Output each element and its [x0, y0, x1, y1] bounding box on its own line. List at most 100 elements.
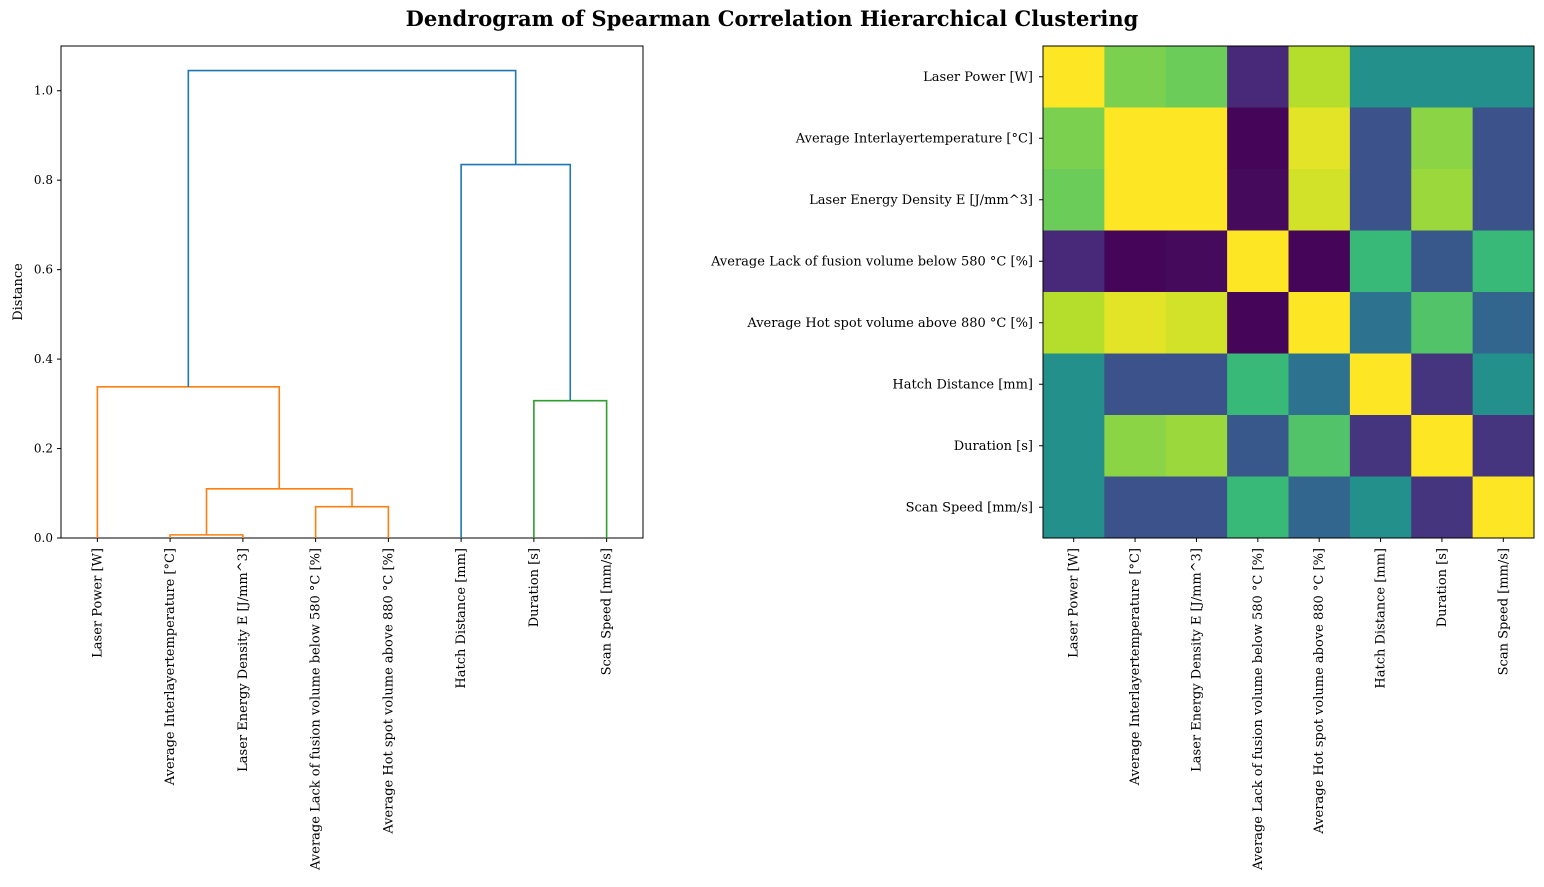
heatmap-cell-r7-c5	[1349, 476, 1412, 539]
heatmap-cell-r2-c4	[1288, 169, 1351, 231]
heatmap-axes-frame	[1042, 45, 1535, 539]
link-lackfusion-hotspot	[314, 505, 390, 538]
heatmap-cell-r7-c0	[1043, 476, 1105, 539]
heatmap-cell-r2-c3	[1227, 169, 1289, 231]
heatmap-cell-r0-c7	[1472, 46, 1535, 108]
row-label-average-hot-spot-volume-above-880-c: Average Hot spot volume above 880 °C [%]	[746, 316, 1033, 331]
heatmap-cell-r7-c6	[1411, 476, 1474, 539]
link-duration-scanspeed	[533, 399, 608, 538]
heatmap-cell-r6-c0	[1043, 415, 1105, 477]
heatmap-cell-r3-c7	[1472, 230, 1535, 293]
col-label-average-interlayertemperature-c: Average Interlayertemperature [°C]	[1128, 548, 1143, 786]
heatmap-cell-r6-c2	[1165, 415, 1228, 477]
heatmap-cell-r4-c2	[1165, 292, 1228, 354]
heatmap-cell-r1-c2	[1165, 107, 1228, 170]
heatmap-cell-r4-c5	[1349, 292, 1412, 354]
heatmap-cell-r0-c6	[1411, 46, 1474, 108]
heatmap-cell-r0-c0	[1043, 46, 1105, 108]
heatmap-cell-r4-c3	[1227, 292, 1289, 354]
heatmap-cell-r6-c1	[1104, 415, 1167, 477]
y-axis-label: Distance	[11, 263, 26, 321]
heatmap-cell-r6-c5	[1349, 415, 1412, 477]
leaf-label-average-lack-of-fusion-volume-below-580-c: Average Lack of fusion volume below 580 …	[309, 548, 324, 871]
dendrogram-axes-frame	[60, 45, 644, 539]
heatmap-cell-r3-c3	[1227, 230, 1289, 293]
heatmap-cell-r1-c0	[1043, 107, 1105, 170]
heatmap-cell-r1-c3	[1227, 107, 1289, 170]
heatmap-cell-r2-c6	[1411, 169, 1474, 231]
row-label-laser-power-w: Laser Power [W]	[923, 70, 1033, 85]
col-label-average-hot-spot-volume-above-880-c: Average Hot spot volume above 880 °C [%]	[1312, 548, 1327, 835]
heatmap-cell-r4-c4	[1288, 292, 1351, 354]
row-label-laser-energy-density-e-j-mm-3: Laser Energy Density E [J/mm^3]	[809, 193, 1033, 208]
link-root	[187, 69, 517, 387]
heatmap-cell-r7-c7	[1472, 476, 1535, 539]
leaf-label-laser-energy-density-e-j-mm-3: Laser Energy Density E [J/mm^3]	[236, 548, 251, 772]
heatmap-cell-r2-c0	[1043, 169, 1105, 231]
heatmap-cell-r3-c0	[1043, 230, 1105, 293]
heatmap-cell-r0-c2	[1165, 46, 1228, 108]
dendrogram-panel: 0.0 0.2 0.4 0.6 0.8 1.0 Distance Laser Power [W…	[11, 45, 644, 871]
heatmap-cell-r2-c5	[1349, 169, 1412, 231]
heatmap-cell-r1-c1	[1104, 107, 1167, 170]
heatmap-cell-r0-c4	[1288, 46, 1351, 108]
heatmap-cell-r3-c5	[1349, 230, 1412, 293]
y-tick-label: 0.8	[34, 173, 53, 187]
heatmap-cell-r5-c0	[1043, 353, 1105, 416]
col-label-laser-power-w: Laser Power [W]	[1067, 548, 1082, 658]
row-label-scan-speed-mm-s: Scan Speed [mm/s]	[906, 500, 1033, 515]
leaf-label-scan-speed-mm-s: Scan Speed [mm/s]	[600, 548, 615, 675]
heatmap-cell-r7-c4	[1288, 476, 1351, 539]
heatmap-cell-r0-c1	[1104, 46, 1167, 108]
heatmap-cell-r6-c7	[1472, 415, 1535, 477]
leaf-label-hatch-distance-mm: Hatch Distance [mm]	[454, 548, 469, 689]
y-tick-label: 1.0	[34, 84, 53, 98]
heatmap-cell-r2-c2	[1165, 169, 1228, 231]
leaf-label-duration-s: Duration [s]	[527, 548, 542, 627]
heatmap-cell-r1-c6	[1411, 107, 1474, 170]
heatmap-cell-r1-c4	[1288, 107, 1351, 170]
link-merge-inner	[205, 487, 353, 535]
heatmap-cell-r3-c4	[1288, 230, 1351, 293]
row-label-hatch-distance-mm: Hatch Distance [mm]	[892, 377, 1033, 392]
heatmap-cell-r7-c1	[1104, 476, 1167, 539]
link-laserpower-cluster	[96, 386, 281, 538]
heatmap-cell-r6-c6	[1411, 415, 1474, 477]
heatmap-cell-r5-c3	[1227, 353, 1289, 416]
col-label-hatch-distance-mm: Hatch Distance [mm]	[1374, 548, 1389, 689]
heatmap-cell-r5-c7	[1472, 353, 1535, 416]
heatmap-cell-r1-c5	[1349, 107, 1412, 170]
heatmap-cell-r3-c6	[1411, 230, 1474, 293]
heatmap-cell-r6-c4	[1288, 415, 1351, 477]
heatmap-cell-r1-c7	[1472, 107, 1535, 170]
y-tick-label: 0.0	[34, 531, 53, 545]
link-hatch-cluster	[460, 163, 572, 538]
heatmap-cell-r4-c6	[1411, 292, 1474, 354]
heatmap-cell-r6-c3	[1227, 415, 1289, 477]
heatmap-cell-r5-c2	[1165, 353, 1228, 416]
heatmap-cell-r2-c7	[1472, 169, 1535, 231]
heatmap-cell-r3-c2	[1165, 230, 1228, 293]
y-tick-label: 0.4	[34, 352, 53, 366]
y-tick-label: 0.2	[34, 442, 53, 456]
figure-title: Dendrogram of Spearman Correlation Hiera…	[405, 6, 1139, 31]
heatmap-cell-r5-c6	[1411, 353, 1474, 416]
heatmap-cell-r4-c7	[1472, 292, 1535, 354]
col-label-laser-energy-density-e-j-mm-3: Laser Energy Density E [J/mm^3]	[1189, 548, 1204, 772]
heatmap-panel: Laser Power [W] Average Interlayertempera…	[710, 45, 1535, 871]
row-label-average-lack-of-fusion-volume-below-580-c: Average Lack of fusion volume below 580 …	[710, 254, 1033, 269]
col-label-scan-speed-mm-s: Scan Speed [mm/s]	[1496, 548, 1511, 675]
heatmap-cell-r4-c0	[1043, 292, 1105, 354]
heatmap-cell-r5-c1	[1104, 353, 1167, 416]
heatmap-cell-r4-c1	[1104, 292, 1167, 354]
leaf-label-average-hot-spot-volume-above-880-c: Average Hot spot volume above 880 °C [%]	[381, 548, 396, 835]
col-label-average-lack-of-fusion-volume-below-580-c: Average Lack of fusion volume below 580 …	[1251, 548, 1266, 871]
heatmap-cell-r5-c4	[1288, 353, 1351, 416]
heatmap-cell-r0-c5	[1349, 46, 1412, 108]
heatmap-cell-r2-c1	[1104, 169, 1167, 231]
y-tick-label: 0.6	[34, 263, 53, 277]
heatmap-cell-r5-c5	[1349, 353, 1412, 416]
heatmap-cell-r0-c3	[1227, 46, 1289, 108]
col-label-duration-s: Duration [s]	[1435, 548, 1450, 627]
